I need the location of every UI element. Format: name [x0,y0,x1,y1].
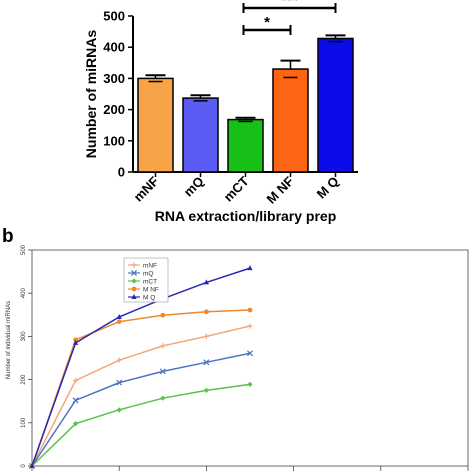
bar-y-axis-title: Number of miRNAs [83,30,99,159]
line-point [159,368,166,375]
line-point [160,343,166,349]
line-series-path [31,309,251,467]
bar-category-label: mCT [221,173,252,204]
line-series-path [31,383,251,467]
line-series [28,350,254,470]
bar-category-label: mQ [181,174,207,200]
line-point [72,397,79,404]
line-point [247,265,253,271]
line-point [203,279,209,285]
significance-label: * [264,14,270,31]
line-point [203,359,210,366]
bar-category-label: mNF [131,173,162,204]
line-point [247,307,253,313]
line-point [203,387,209,393]
line-y-tick-label: 100 [21,417,27,428]
line-series-path [31,325,251,467]
line-point [247,381,253,387]
bar [227,118,264,173]
line-point [131,278,137,284]
line-y-tick-label: 0 [21,464,27,468]
line-point [116,379,123,386]
line-chart-panel-b: 0 100 200 300 400 500 Number of individual miR… [6,244,469,471]
bar-category-label: M Q [314,174,342,202]
line-point [246,350,254,357]
bar-y-tick-label: 0 [118,165,125,180]
bar [182,97,219,173]
line-y-tick-label: 200 [21,374,27,385]
line-point [130,269,138,277]
significance-label: *** [281,0,299,9]
bar [272,68,309,173]
line-point [204,309,209,315]
legend-entry-label: M Q [143,294,155,301]
line-series-path [31,352,251,467]
bar-y-tick-label: 300 [103,71,125,86]
line-y-tick-label: 500 [21,244,27,255]
line-point [160,312,166,318]
line-plot-frame [31,249,469,467]
line-point [73,337,78,343]
line-point [29,463,35,468]
line-series [29,307,253,469]
line-point [203,333,209,339]
legend-entry-label: M NF [143,286,159,293]
bar-y-tick-label: 500 [103,9,125,24]
line-point [73,339,79,345]
line-point [73,377,79,384]
line-series [29,381,253,469]
line-series [29,265,253,468]
bar [137,77,174,173]
line-point [73,421,79,427]
bar [317,37,354,173]
bar-y-tick-label: 200 [103,102,125,117]
line-y-tick-label: 300 [21,331,27,342]
panel-b-label: b [2,226,14,247]
line-point [116,319,122,325]
line-point [116,357,122,363]
line-point [131,294,137,299]
bar-x-axis-title: RNA extraction/library prep [155,208,337,224]
bar-category-label: M NF [264,173,297,206]
line-point [116,407,122,413]
bar-y-tick-label: 400 [103,40,125,55]
line-y-tick-label: 400 [21,288,27,299]
line-y-axis-title: Number of individual miRNAs [6,301,12,379]
line-point [131,286,137,292]
bar-y-tick-label: 100 [103,133,125,148]
line-series-path [31,267,251,467]
line-point [131,262,137,268]
line-series [29,323,253,469]
line-point [247,323,253,329]
line-point [160,395,166,401]
legend-entry-label: mQ [143,270,153,277]
line-point [116,313,122,319]
legend-entry-label: mNF [143,262,157,269]
legend-entry-label: mCT [143,278,157,285]
